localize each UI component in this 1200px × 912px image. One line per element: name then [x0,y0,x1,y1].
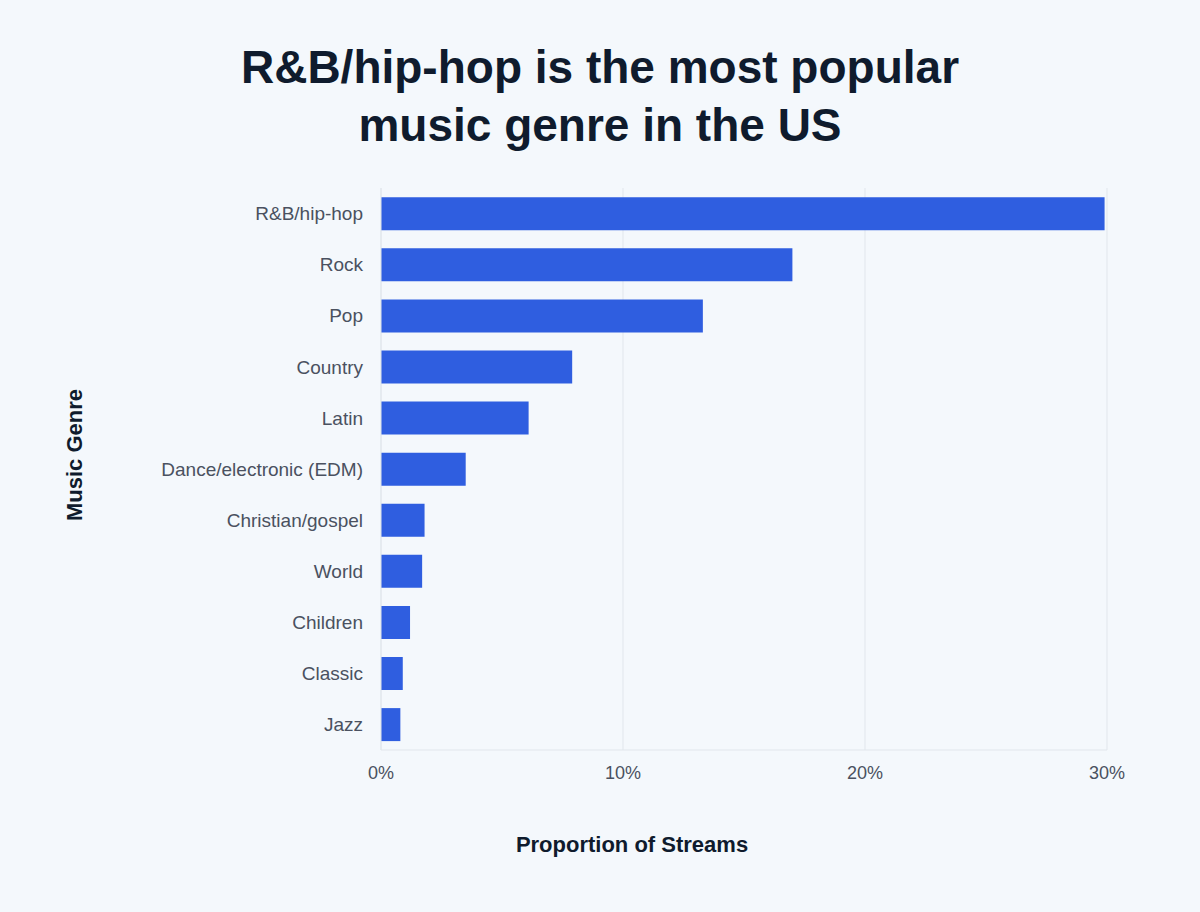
svg-text:0%: 0% [368,763,394,783]
html-text:Proportion of Streams: Proportion of Streams [515,832,749,857]
svg-text:World: World [314,561,363,582]
svg-text:Christian/gospel: Christian/gospel [227,510,363,531]
svg-text:Country: Country [296,357,363,378]
html-text:R&B/hip-hop is the most popula: R&B/hip-hop is the most popular music ge… [241,41,959,151]
html-text:Music Genre: Music Genre [62,389,87,521]
svg-text:Dance/electronic (EDM): Dance/electronic (EDM) [161,459,363,480]
svg-text:20%: 20% [847,763,883,783]
svg-text:Children: Children [292,612,363,633]
svg-text:Jazz: Jazz [324,714,363,735]
svg-text:Classic: Classic [302,663,363,684]
svg-text:10%: 10% [605,763,641,783]
svg-text:Latin: Latin [322,408,363,429]
svg-text:Pop: Pop [329,305,363,326]
svg-text:Rock: Rock [320,254,364,275]
svg-text:30%: 30% [1089,763,1125,783]
svg-text:R&B/hip-hop: R&B/hip-hop [255,203,363,224]
